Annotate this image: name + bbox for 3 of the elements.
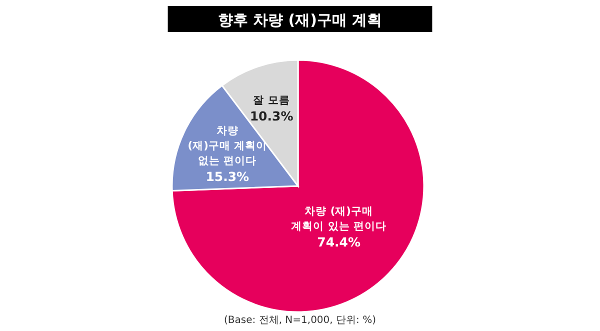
chart-title: 향후 차량 (재)구매 계획 xyxy=(218,11,382,29)
title: 향후 차량 (재)구매 계획 xyxy=(168,6,432,32)
annotation: (Base: 전체, N=1,000, 단위: %) xyxy=(224,315,376,326)
